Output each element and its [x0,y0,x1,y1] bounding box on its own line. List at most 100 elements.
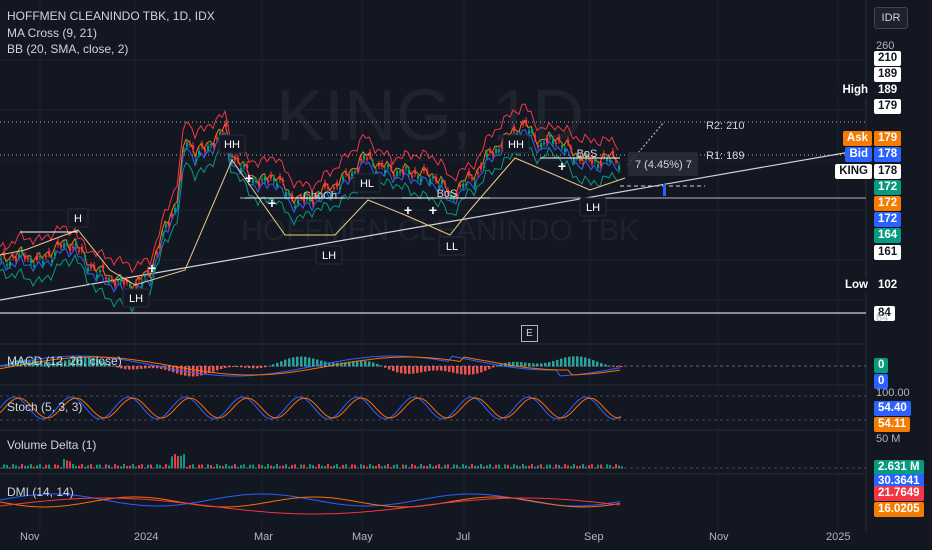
ma-cross-legend[interactable]: MA Cross (9, 21) [7,26,98,40]
price-tag: 179 [874,131,902,146]
macd-bar [356,360,359,367]
volume-bar [21,464,23,469]
volume-bar [54,464,56,469]
candle-body [546,138,549,143]
macd-bar [160,366,163,369]
volume-bar [540,464,542,469]
volume-bar [147,464,149,469]
candle-body [48,250,51,255]
symbol-title[interactable]: HOFFMEN CLEANINDO TBK, 1D, IDX [7,9,215,23]
volume-bar [519,466,521,469]
label-lh-1: LH [129,293,143,305]
macd-bar [416,366,419,374]
volume-bar [318,464,320,469]
candle-body [345,171,348,175]
label-h: H [74,213,82,225]
volume-bar [351,464,353,469]
volume-bar [297,467,299,469]
volume-bar [489,464,491,469]
price-tag: 178 [874,164,902,179]
candle-body [60,244,63,248]
candle-body [339,187,342,190]
volume-bar [192,464,194,469]
label-ll-box [438,236,466,256]
candle-body [90,264,93,269]
candle-body [33,265,36,267]
candle-body [513,126,516,132]
candle-body [438,185,441,188]
candle-body [543,142,546,144]
bollinger-legend[interactable]: BB (20, SMA, close, 2) [7,42,129,56]
label-hh-2-box [502,134,530,154]
candle-body [162,233,165,237]
candle-body [186,142,189,147]
price-tag: 178 [874,147,902,162]
volume-bar [240,465,242,469]
macd-bar [80,357,83,367]
candle-body [381,163,384,167]
candle-body [84,255,87,258]
macd-legend[interactable]: MACD (12, 26, close) [7,354,122,368]
candle-body [21,250,24,253]
volume-bar [414,465,416,469]
volume-bar [516,465,518,469]
volume-bar [258,464,260,469]
candle-body [93,264,96,268]
earnings-marker[interactable]: E [521,325,538,342]
volume-bar [156,464,158,469]
candle-body [552,139,555,144]
volume-bar [603,467,605,469]
volume-bar [93,467,95,469]
macd-bar [76,357,79,367]
macd-bar [456,366,459,374]
candle-body [129,283,132,288]
candle-body [597,164,600,169]
candle-body [591,159,594,164]
candle-body [222,133,225,135]
indicator-tick: 100.00 [876,387,910,399]
candle-body [291,194,294,199]
macd-bar [468,366,471,375]
macd-bar [304,356,307,367]
volume-bar [534,466,536,469]
volume-bar [378,464,380,469]
macd-bar [380,365,383,367]
volume-bar [546,464,548,469]
candle-body [276,183,279,187]
candle-body [501,144,504,149]
volume-bar [432,466,434,469]
volume-bar [174,454,176,469]
volume-delta-legend[interactable]: Volume Delta (1) [7,438,97,452]
candle-body [564,148,567,152]
candle-body [522,122,525,125]
volume-bar [543,467,545,469]
volume-bar [549,464,551,469]
candle-body [273,178,276,182]
adx-line [0,497,621,515]
macd-bar [404,366,407,374]
volume-bar [57,464,59,469]
candle-body [177,204,180,207]
measure-box [628,152,698,176]
volume-bar [249,464,251,469]
macd-bar [96,359,99,367]
volume-bar [444,464,446,469]
currency-button[interactable]: IDR [874,7,908,29]
stoch-legend[interactable]: Stoch (5, 3, 3) [7,400,83,414]
candle-body [354,171,357,174]
candle-body [372,162,375,165]
label-lh-2-box [315,245,343,265]
macd-bar [32,360,35,367]
candle-body [567,139,570,144]
trendline [0,151,851,301]
macd-bar [360,360,363,367]
volume-bar [108,464,110,469]
candle-body [360,159,363,161]
dmi-legend[interactable]: DMI (14, 14) [7,485,74,499]
bb-upper [0,103,619,274]
candle-body [180,173,183,178]
macd-bar [12,361,15,367]
volume-bar [18,466,20,469]
volume-bar [126,466,128,469]
